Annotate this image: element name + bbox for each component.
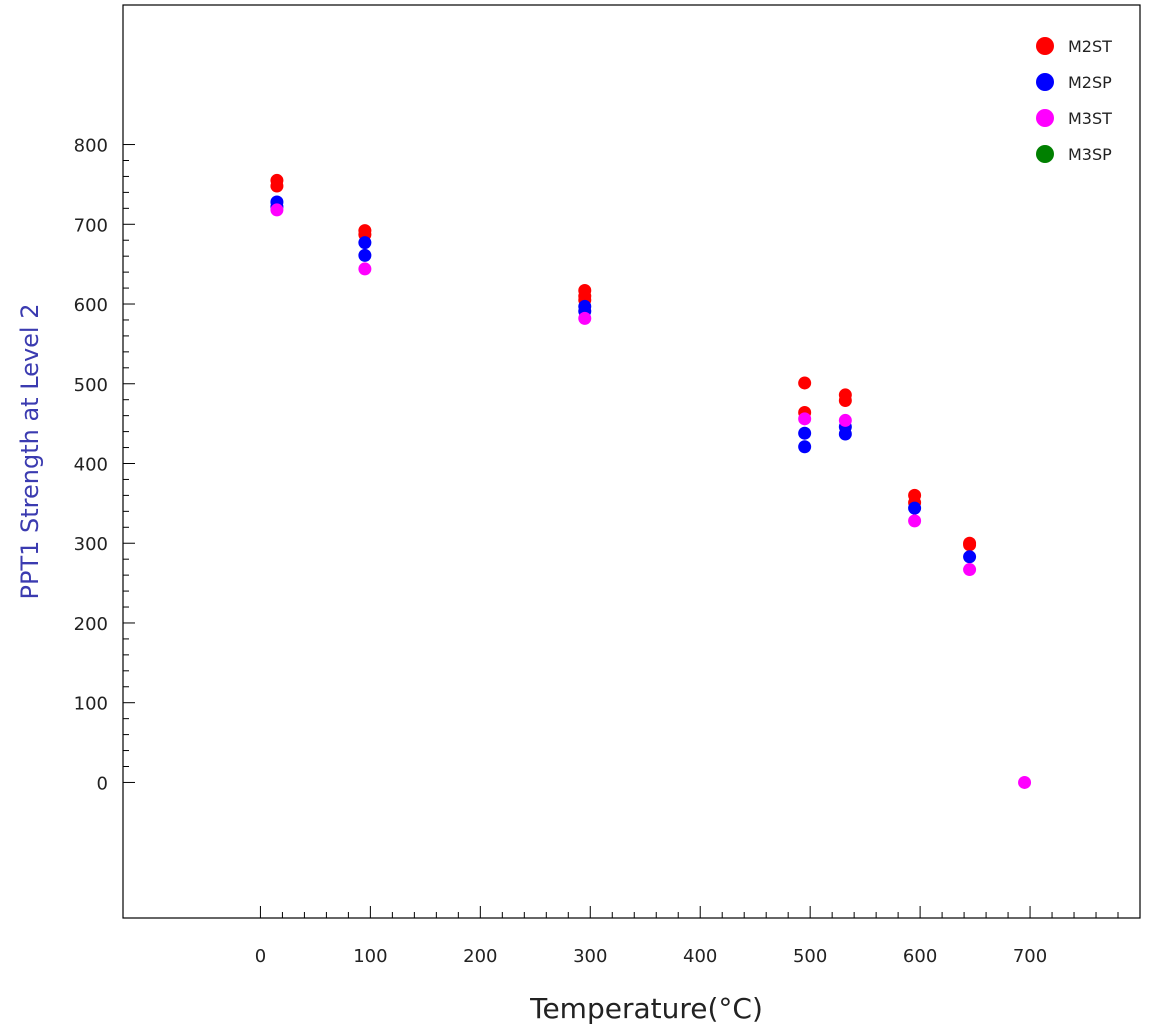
legend-label-m3st: M3ST [1068, 109, 1112, 128]
plot-frame [122, 4, 1141, 919]
y-axis-ticks: 0 100 200 300 400 500 600 700 800 [74, 136, 135, 794]
data-point-m3st [838, 413, 852, 427]
x-tick-label: 400 [683, 946, 717, 967]
data-point-m2st [798, 376, 812, 390]
y-tick-label: 200 [74, 614, 108, 635]
y-tick-label: 500 [74, 375, 108, 396]
x-tick-label: 600 [903, 946, 937, 967]
x-tick-label: 700 [1013, 946, 1047, 967]
legend-marker-m3sp [1036, 145, 1054, 163]
data-point-m3st [963, 563, 977, 577]
data-point-m2sp [358, 236, 372, 250]
legend-marker-m2st [1036, 37, 1054, 55]
y-tick-label: 300 [74, 534, 108, 555]
data-point-m3st [270, 203, 284, 217]
legend-label-m2sp: M2SP [1068, 73, 1112, 92]
data-point-m3st [578, 311, 592, 325]
data-point-m2sp [838, 427, 852, 441]
data-point-m2st [270, 179, 284, 193]
x-axis-title: Temperature(°C) [529, 992, 763, 1025]
data-point-m3st [358, 262, 372, 276]
x-tick-label: 100 [353, 946, 387, 967]
legend-label-m2st: M2ST [1068, 37, 1112, 56]
legend: M2ST M2SP M3ST M3SP [1036, 37, 1112, 164]
data-points [270, 173, 1032, 789]
data-point-m2sp [963, 550, 977, 564]
data-point-m2st [963, 538, 977, 552]
y-tick-label: 100 [74, 694, 108, 715]
data-point-m2st [838, 394, 852, 408]
x-tick-label: 300 [573, 946, 607, 967]
y-axis-title: PPT1 Strength at Level 2 [16, 304, 44, 600]
legend-marker-m3st [1036, 109, 1054, 127]
y-tick-label: 0 [97, 773, 108, 794]
y-tick-label: 800 [74, 136, 108, 157]
data-point-m3st [798, 412, 812, 426]
y-tick-label: 600 [74, 295, 108, 316]
data-point-m2sp [358, 248, 372, 262]
data-point-m3st [1018, 775, 1032, 789]
data-point-m2sp [798, 440, 812, 454]
data-point-m2sp [908, 501, 922, 515]
x-axis-ticks: 0 100 200 300 400 500 600 700 [255, 906, 1141, 967]
x-tick-label: 200 [463, 946, 497, 967]
legend-marker-m2sp [1036, 73, 1054, 91]
data-point-m3st [908, 514, 922, 528]
data-point-m2sp [798, 426, 812, 440]
legend-label-m3sp: M3SP [1068, 145, 1112, 164]
x-tick-label: 500 [793, 946, 827, 967]
x-tick-label: 0 [255, 946, 266, 967]
y-tick-label: 400 [74, 454, 108, 475]
y-tick-label: 700 [74, 215, 108, 236]
